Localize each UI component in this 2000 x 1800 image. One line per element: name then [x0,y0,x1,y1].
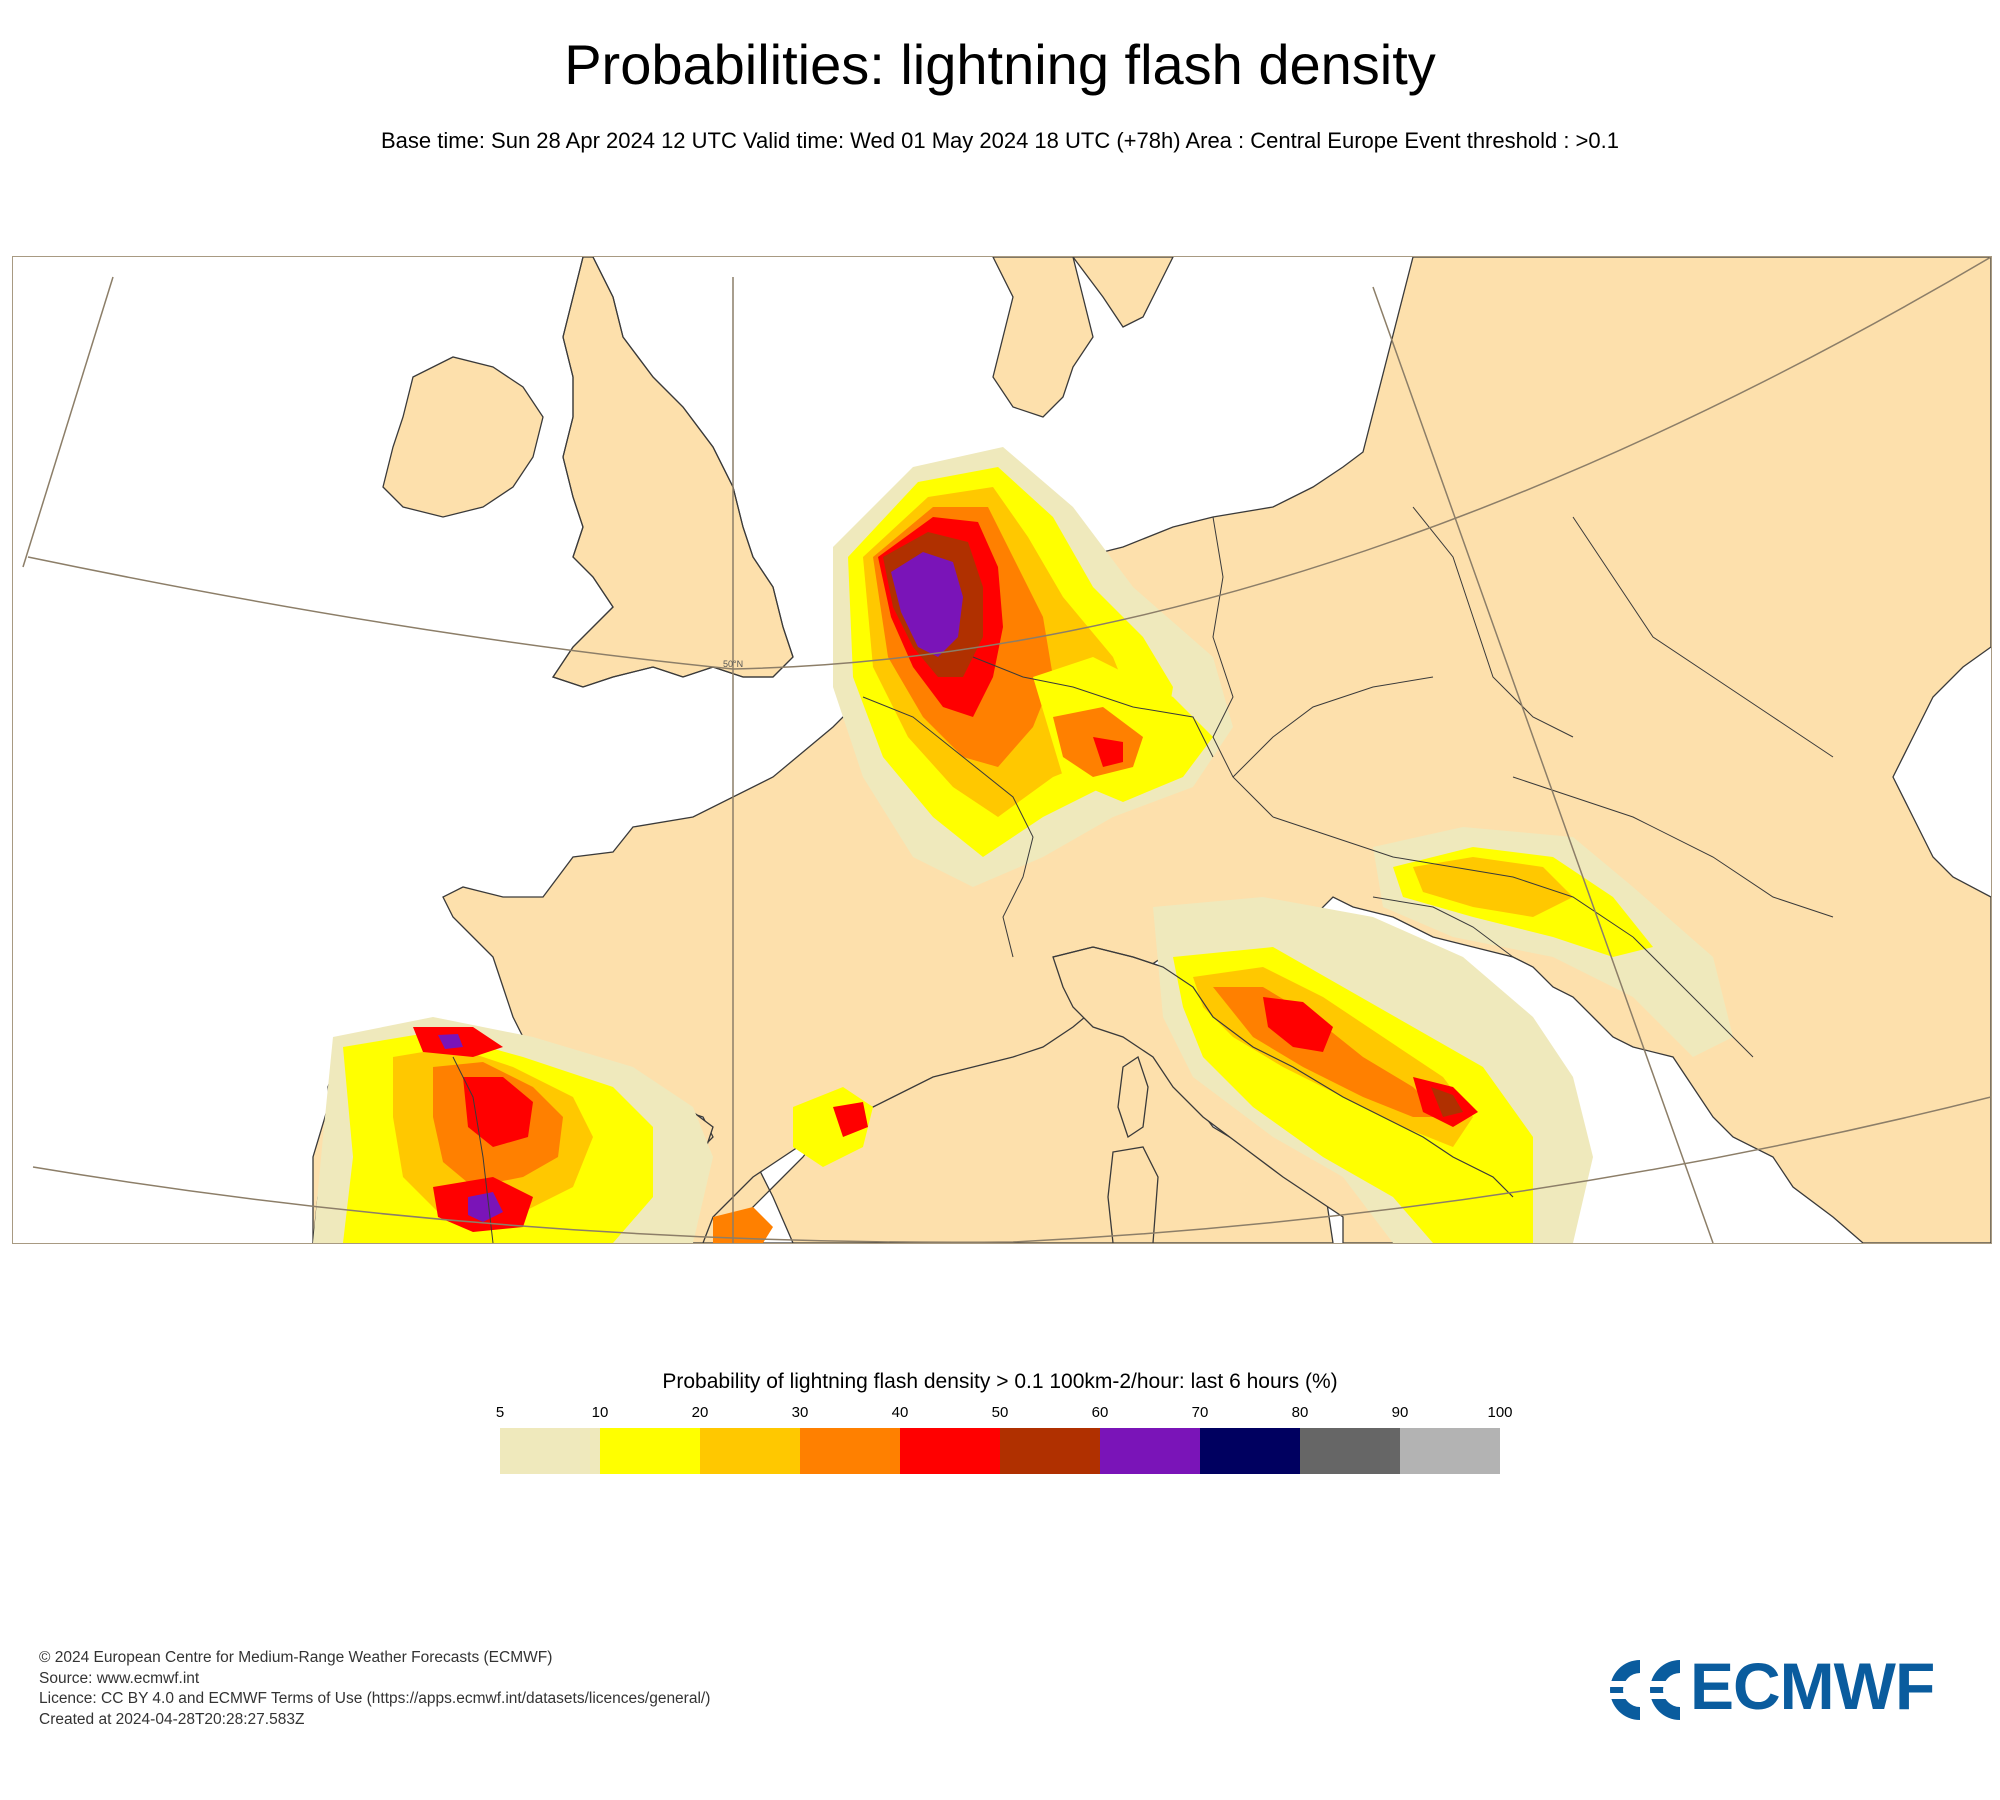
prob-zone-60 [891,552,963,657]
prob-iberia-60 [468,1192,503,1222]
prob-catalonia-40 [833,1102,868,1137]
probability-shading [313,447,1733,1243]
map-subtitle: Base time: Sun 28 Apr 2024 12 UTC Valid … [381,128,1619,153]
prob-iberia-north-60 [438,1034,463,1049]
prob-valencia-30 [713,1207,773,1243]
parallel-line-south [32,1096,1991,1243]
prob-italy-50 [1431,1087,1463,1117]
coastline-overlay [552,257,1514,1198]
legend-colorbar [500,1428,1500,1474]
logo-wordmark: ECMWF [1690,1649,1935,1723]
land-corsica [1117,1055,1149,1139]
legend-swatch [1300,1428,1400,1474]
legend-title: Probability of lightning flash density >… [662,1370,1338,1393]
meridian-line-east [1372,286,1714,1243]
map-canvas: 50°N [22,257,1991,1243]
land-gb [551,257,794,688]
map-panel[interactable]: 50°N [12,256,1992,1244]
prob-italy-40 [1263,997,1333,1052]
graticule [22,257,1991,1243]
legend-tick: 100 [1487,1404,1513,1421]
copyright-text: © 2024 European Centre for Medium-Range … [39,1649,553,1666]
legend-swatch [1400,1428,1500,1474]
country-borders [452,506,1834,1243]
meridian-line-far-west [22,276,114,568]
legend-tick: 5 [495,1404,505,1421]
legend-swatch [500,1428,600,1474]
latitude-label: 50°N [723,659,743,669]
prob-iberia-40 [463,1077,533,1147]
credits-block: © 2024 European Centre for Medium-Range … [39,1648,710,1730]
legend-swatch [700,1428,800,1474]
source-text: Source: www.ecmwf.int [39,1669,200,1687]
legend-tick: 50 [991,1404,1009,1421]
legend-tick: 90 [1391,1404,1409,1421]
legend-tick: 60 [1091,1404,1109,1421]
legend-tick: 70 [1191,1404,1209,1421]
land-sweden [1072,257,1174,328]
prob-alps-40 [1093,737,1123,767]
legend-tick: 40 [891,1404,909,1421]
licence-text: Licence: CC BY 4.0 and ECMWF Terms of Us… [39,1690,711,1707]
legend-swatch [1200,1428,1300,1474]
legend-swatch [1100,1428,1200,1474]
created-text: Created at 2024-04-28T20:28:27.583Z [39,1710,305,1728]
prob-balkans-20 [1413,857,1573,917]
legend-tick: 80 [1291,1404,1309,1421]
parallel-line-north [27,257,1991,670]
legend-swatch [800,1428,900,1474]
legend-swatch [600,1428,700,1474]
land-ireland [382,356,544,518]
legend-tick: 10 [591,1404,609,1421]
legend-swatch [900,1428,1000,1474]
ecmwf-logo-icon [1602,1660,1680,1720]
legend-tick: 20 [691,1404,709,1421]
legend-tick: 30 [791,1404,809,1421]
land-denmark [992,257,1094,418]
legend-swatch [1000,1428,1100,1474]
land-sardinia [1107,1146,1159,1243]
map-title: Probabilities: lightning flash density [564,33,1436,96]
